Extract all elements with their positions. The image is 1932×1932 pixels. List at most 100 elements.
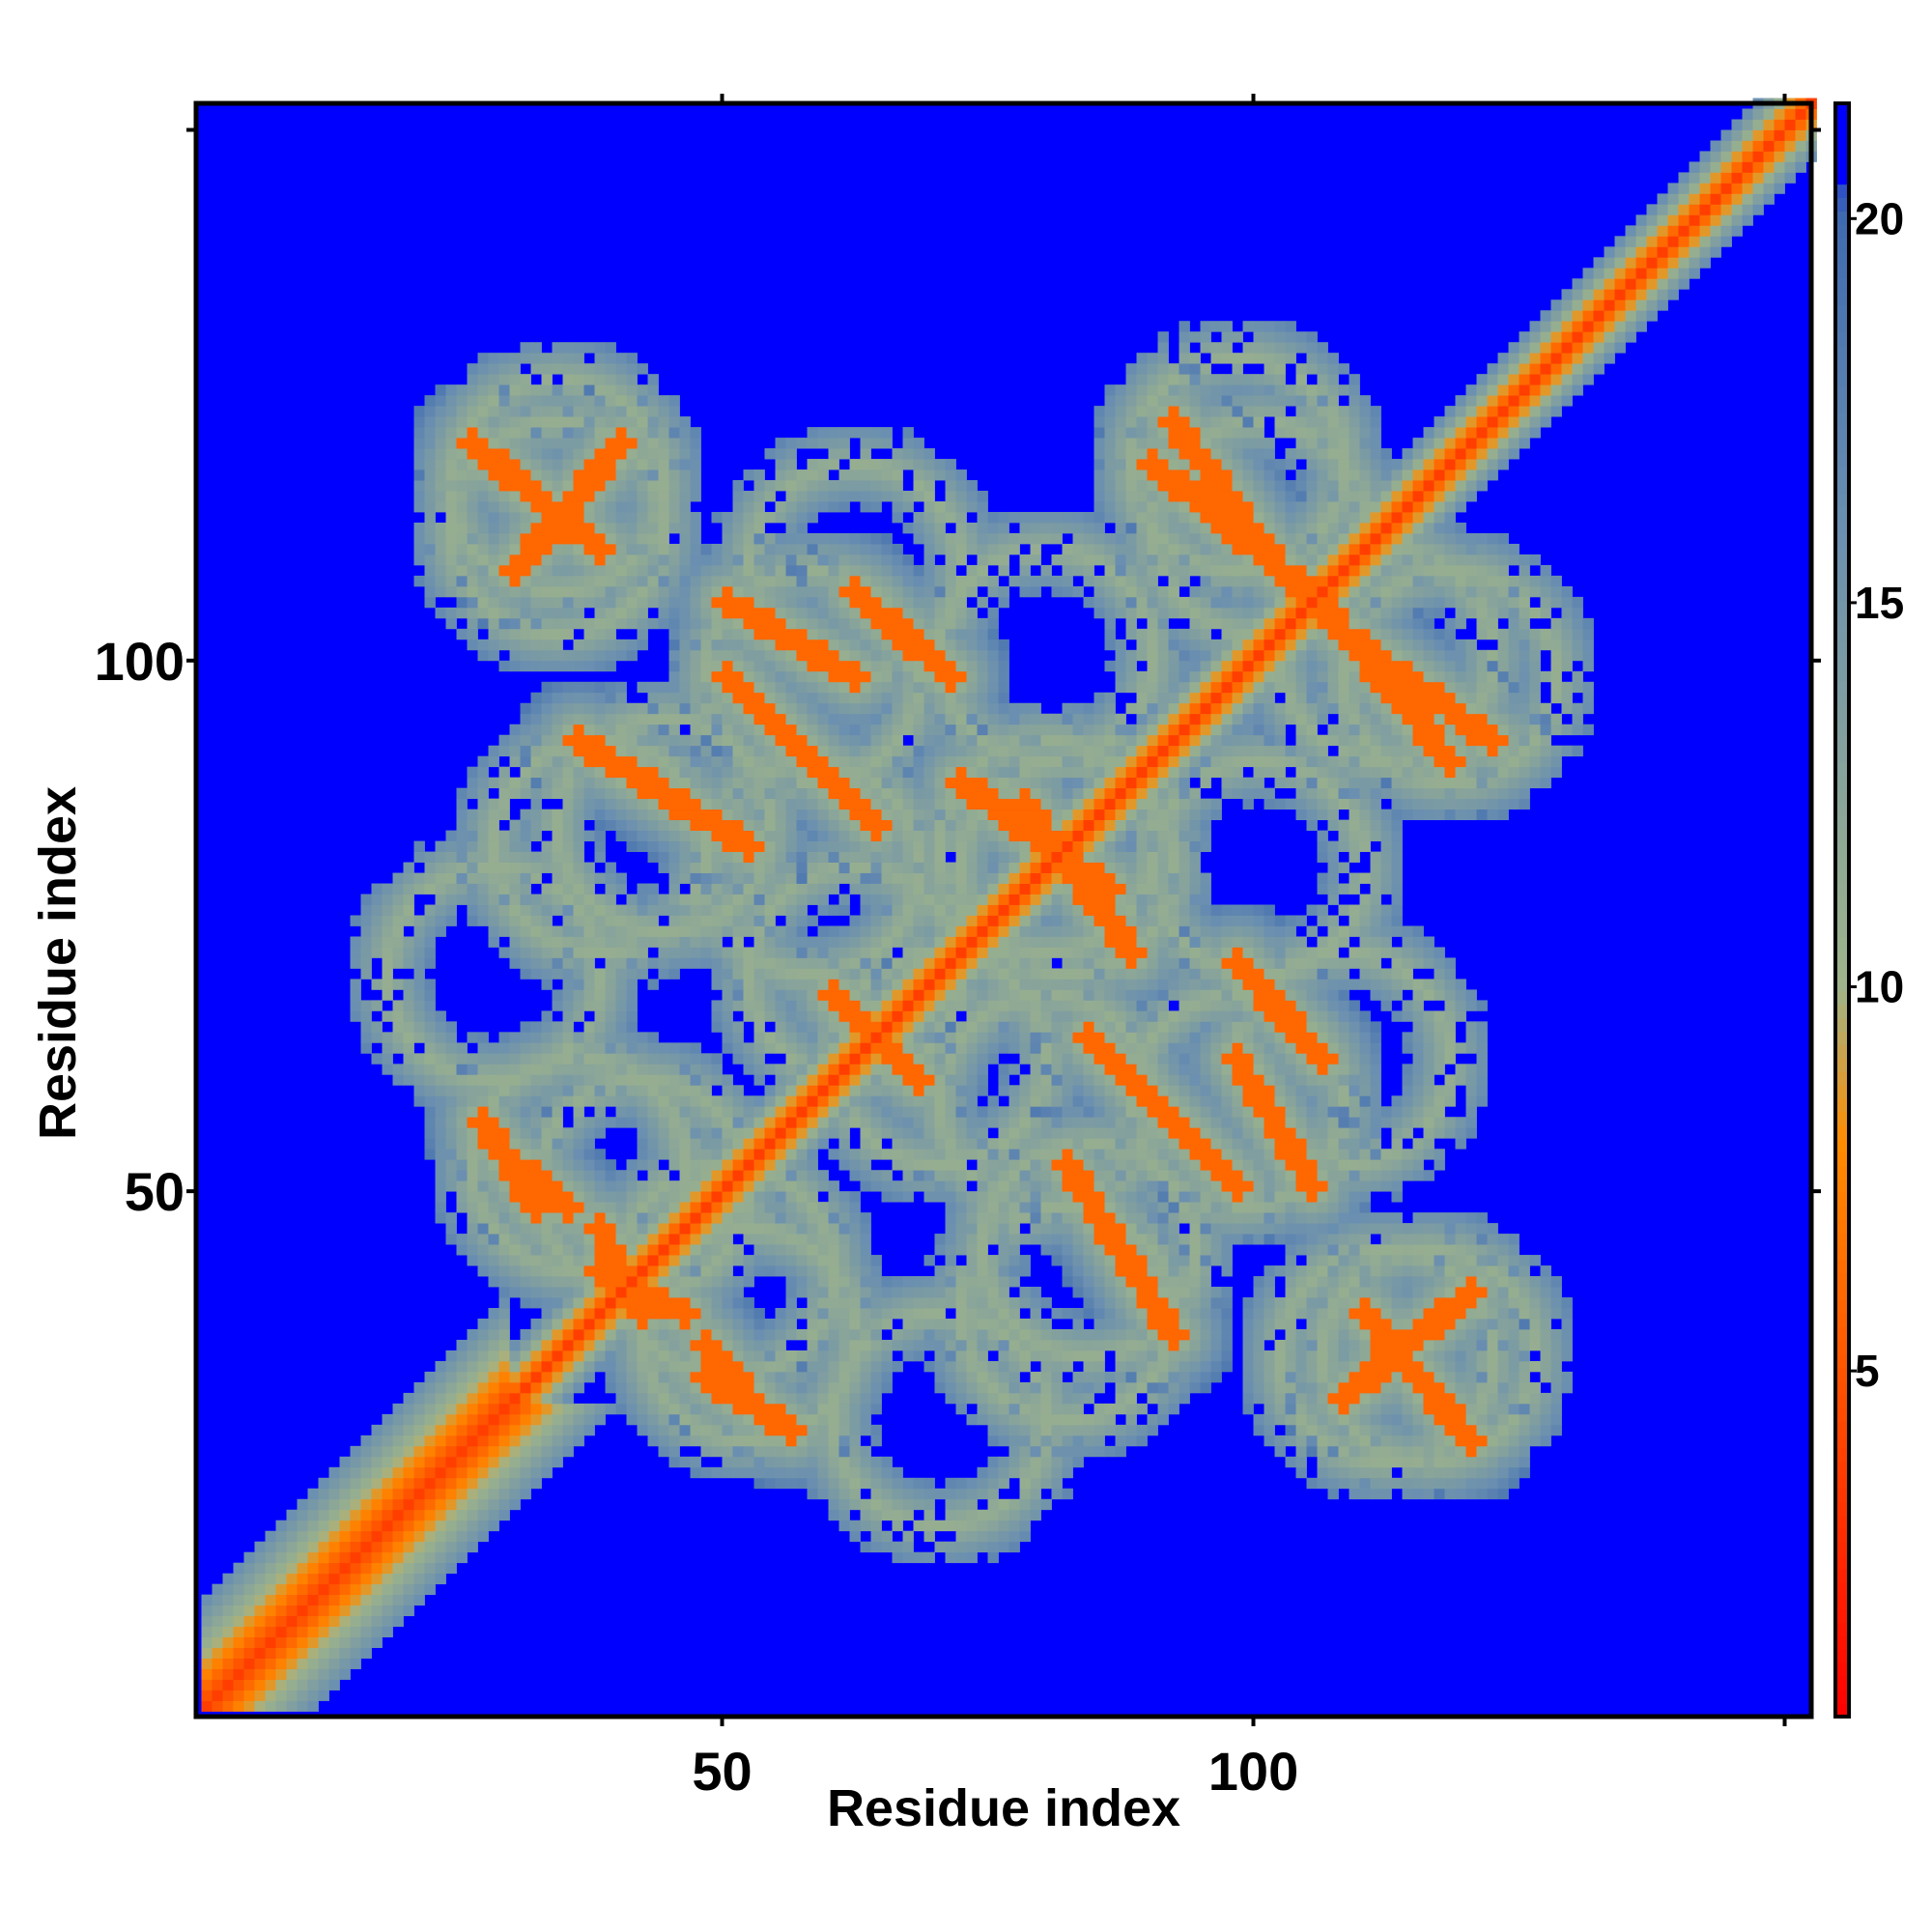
heatmap-cell [700,1159,712,1171]
heatmap-cell [424,416,436,428]
heatmap-cell [541,979,553,990]
heatmap-cell [467,787,478,800]
heatmap-cell [860,798,871,810]
heatmap-cell [498,777,510,789]
heatmap-cell [722,1456,733,1468]
heatmap-cell [913,1032,924,1043]
heatmap-cell [520,1435,531,1447]
heatmap-cell [573,1403,584,1415]
heatmap-cell [838,607,850,619]
heatmap-cell [435,1498,446,1511]
heatmap-cell [456,607,468,619]
heatmap-cell [488,480,499,492]
heatmap-cell [456,1530,468,1543]
heatmap-cell [467,1149,478,1160]
heatmap-cell [668,1445,680,1458]
heatmap-cell [456,554,468,566]
heatmap-cell [562,979,574,990]
heatmap-cell [849,1191,861,1203]
heatmap-cell [658,596,669,609]
heatmap-cell [849,1287,861,1298]
heatmap-cell [945,1149,956,1160]
heatmap-cell [753,872,765,884]
heatmap-cell [637,713,648,725]
heatmap-cell [913,745,924,757]
heatmap-cell [785,798,797,810]
heatmap-cell [679,1328,691,1341]
heatmap-cell [902,660,914,672]
heatmap-cell [870,1117,882,1128]
heatmap-cell [520,628,531,640]
heatmap-cell [700,702,712,715]
heatmap-cell [254,1605,266,1617]
heatmap-cell [796,1212,808,1224]
heatmap-cell [435,1435,446,1447]
heatmap-cell [785,1435,797,1447]
heatmap-cell [573,925,584,937]
heatmap-cell [923,1000,935,1011]
heatmap-cell [562,522,574,534]
heatmap-cell [775,681,786,694]
heatmap-cell [700,1287,712,1298]
heatmap-cell [668,1276,680,1288]
heatmap-cell [923,1095,935,1107]
heatmap-cell [424,1445,436,1458]
heatmap-cell [902,1010,914,1022]
heatmap-cell [923,1255,935,1266]
heatmap-cell [275,1562,287,1575]
heatmap-cell [615,1170,627,1181]
heatmap-cell [562,724,574,736]
heatmap-cell [743,1339,754,1351]
heatmap-cell [668,628,680,640]
heatmap-cell [594,787,606,800]
heatmap-cell [934,904,946,916]
heatmap-cell [934,1106,946,1118]
heatmap-cell [817,1413,829,1426]
heatmap-cell [913,904,924,916]
heatmap-cell [679,1456,691,1468]
heatmap-cell [350,1456,361,1468]
heatmap-cell [945,798,956,810]
heatmap-cell [881,628,893,640]
heatmap-cell [828,1276,839,1288]
heatmap-cell [488,1053,499,1065]
heatmap-cell [743,989,754,1001]
heatmap-cell [796,1308,808,1320]
heatmap-cell [945,936,956,948]
heatmap-cell [562,1212,574,1224]
heatmap-cell [722,840,733,852]
heatmap-cell [690,1392,701,1405]
heatmap-cell [509,1095,521,1107]
heatmap-cell [658,1117,669,1128]
heatmap-cell [605,692,616,704]
heatmap-cell [849,1212,861,1224]
heatmap-cell [817,809,829,821]
heatmap-cell [923,448,935,460]
heatmap-cell [849,1466,861,1479]
heatmap-cell [838,1032,850,1043]
heatmap-cell [679,1297,691,1309]
heatmap-cell [509,406,521,417]
heatmap-cell [690,894,701,905]
heatmap-cell [488,469,499,481]
heatmap-cell [743,596,754,609]
heatmap-cell [700,660,712,672]
heatmap-cell [796,947,808,958]
heatmap-cell [520,1064,531,1075]
heatmap-cell [828,968,839,980]
heatmap-cell [700,1413,712,1426]
heatmap-cell [360,1032,372,1043]
heatmap-cell [722,681,733,694]
heatmap-cell [498,1381,510,1394]
heatmap-cell [552,596,563,609]
heatmap-cell [764,1424,776,1436]
heatmap-cell [881,469,893,481]
heatmap-cell [700,787,712,800]
heatmap-cell [849,968,861,980]
heatmap-cell [658,1392,669,1405]
heatmap-cell [711,1053,723,1065]
heatmap-cell [668,798,680,810]
heatmap-cell [583,617,595,630]
heatmap-cell [509,724,521,736]
heatmap-cell [775,660,786,672]
